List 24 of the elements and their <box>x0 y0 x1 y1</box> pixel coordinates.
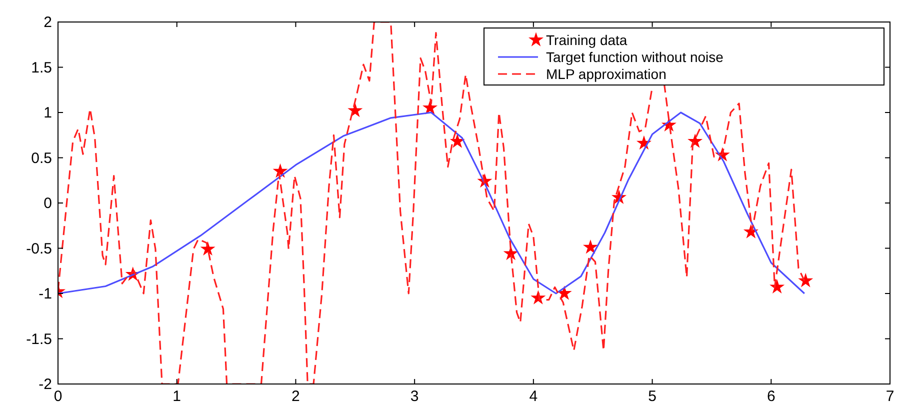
x-tick-label: 2 <box>292 388 300 405</box>
point <box>582 239 598 254</box>
y-tick-label: -1.5 <box>26 330 52 348</box>
y-tick-label: 2 <box>44 14 52 31</box>
y-tick-label: -1 <box>38 286 52 302</box>
x-tick-label: 7 <box>886 388 894 405</box>
x-tick-label: 1 <box>172 388 182 405</box>
legend-label: Training data <box>546 32 628 48</box>
y-tick-label: 1.5 <box>31 59 52 76</box>
point <box>200 241 216 256</box>
legend-label: Target function without noise <box>546 49 724 65</box>
legend-label: MLP approximation <box>546 66 666 82</box>
point <box>450 134 465 148</box>
point <box>798 272 814 288</box>
point <box>770 279 785 294</box>
y-tick-label: -0.5 <box>26 240 52 258</box>
x-tick-label: 3 <box>410 388 419 405</box>
y-tick-label: -2 <box>38 376 52 393</box>
y-tick-label: 0.5 <box>31 150 52 167</box>
x-tick-label: 6 <box>766 388 776 405</box>
x-tick-label: 5 <box>648 388 656 405</box>
x-tick-label: 4 <box>529 388 538 405</box>
y-tick-label: 0 <box>44 195 52 212</box>
y-tick-label: 1 <box>44 104 52 122</box>
